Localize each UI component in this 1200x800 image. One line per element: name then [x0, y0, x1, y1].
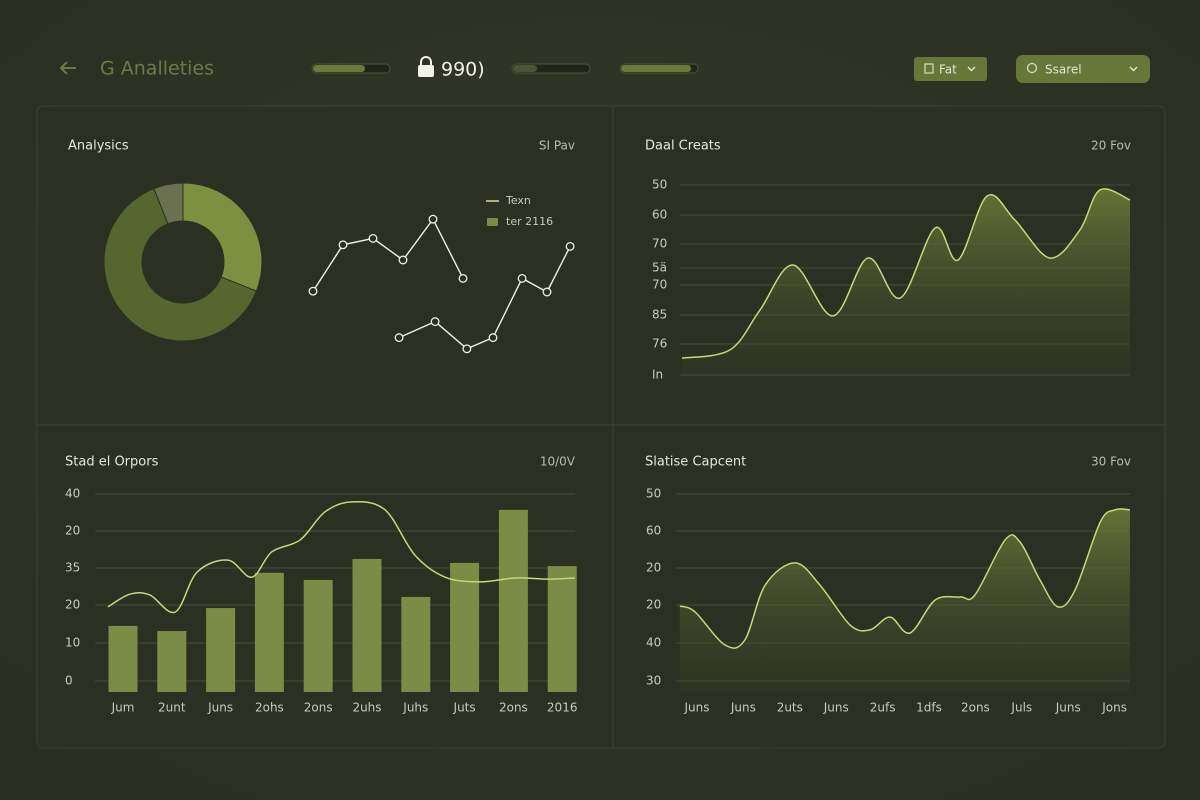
x-tick-label: 2unt — [158, 701, 186, 715]
lock-icon — [418, 56, 434, 77]
y-tick-label: 35 — [65, 561, 80, 575]
y-tick-label: 70 — [652, 278, 667, 292]
bar — [108, 625, 138, 692]
y-tick-label: 20 — [646, 598, 661, 612]
bar — [254, 572, 284, 692]
x-tick-label: Juns — [823, 701, 849, 715]
area-line — [679, 508, 1130, 649]
bar — [547, 566, 577, 692]
legend-label: ter 2116 — [506, 215, 553, 228]
area-fill — [679, 508, 1130, 692]
point — [565, 241, 575, 251]
y-tick-label: 20 — [65, 524, 80, 538]
y-tick-label: 20 — [646, 561, 661, 575]
panel-title: Slatise Capcent — [645, 455, 746, 470]
x-tick-label: 2ons — [304, 701, 333, 715]
panel-title: Analysics — [68, 139, 129, 154]
x-tick-label: Jum — [111, 701, 135, 715]
line — [107, 501, 575, 614]
y-tick-label: 10 — [65, 636, 80, 650]
point — [462, 344, 472, 354]
bar — [157, 631, 187, 692]
x-tick-label: Juns — [683, 701, 709, 715]
bar — [303, 579, 333, 692]
x-tick-label: 2ufs — [870, 701, 896, 715]
bar — [206, 608, 236, 692]
point — [517, 273, 527, 283]
x-tick-label: 2ons — [499, 701, 528, 715]
x-tick-label: Juhs — [402, 701, 428, 715]
y-tick-label: 40 — [646, 636, 661, 650]
panel-title: Daal Creats — [645, 139, 721, 154]
point — [338, 240, 348, 250]
y-tick-label: 40 — [65, 487, 80, 501]
panel-subtitle: 20 Fov — [1091, 139, 1131, 153]
x-tick-label: Juls — [1010, 701, 1032, 715]
x-tick-label: Juns — [730, 701, 756, 715]
x-tick-label: 2uhs — [352, 701, 381, 715]
x-tick-label: 2ohs — [255, 701, 284, 715]
y-tick-label: 70 — [652, 237, 667, 251]
point — [368, 233, 378, 243]
y-tick-label: 30 — [646, 674, 661, 688]
progress-fill — [621, 65, 691, 72]
panel-subtitle: SI Pav — [539, 139, 575, 153]
panel-subtitle: 10/0V — [540, 455, 576, 469]
back-arrow[interactable] — [59, 61, 76, 75]
search-label: Ssarel — [1045, 63, 1082, 77]
y-tick-label: 50 — [652, 178, 667, 192]
pie-slice — [103, 187, 258, 342]
status-text: 990) — [441, 59, 485, 81]
y-tick-label: 20 — [65, 598, 80, 612]
point — [428, 214, 438, 224]
point — [542, 287, 552, 297]
y-tick-label: 60 — [652, 208, 667, 222]
filter-label: Fat — [939, 63, 957, 77]
y-tick-label: 85 — [652, 308, 667, 322]
progress-fill — [513, 65, 537, 72]
y-tick-label: 76 — [652, 337, 667, 351]
panel-title: Stad el Orpors — [65, 455, 159, 470]
legend-swatch — [487, 218, 498, 226]
pie-slice — [182, 182, 263, 292]
point — [430, 317, 440, 327]
filter-button[interactable]: Fat — [914, 57, 987, 81]
bar — [498, 509, 528, 692]
line — [312, 217, 464, 292]
x-tick-label: Jons — [1101, 701, 1127, 715]
bar — [401, 596, 431, 692]
point — [308, 286, 318, 296]
y-tick-label: 50 — [646, 487, 661, 501]
area-line — [681, 188, 1131, 359]
pie-slice — [153, 182, 184, 225]
progress-fill — [313, 65, 365, 72]
x-tick-label: Juns — [207, 701, 233, 715]
y-tick-label: In — [652, 368, 663, 382]
x-tick-label: Juts — [453, 701, 476, 715]
point — [394, 333, 404, 343]
y-tick-label: 0 — [65, 674, 73, 688]
search-select[interactable]: Ssarel — [1016, 55, 1150, 83]
x-tick-label: Juns — [1055, 701, 1081, 715]
x-tick-label: 2ons — [961, 701, 990, 715]
x-tick-label: 1dfs — [916, 701, 942, 715]
bar — [450, 562, 480, 692]
area-fill — [682, 188, 1130, 375]
point — [488, 333, 498, 343]
y-tick-label: 5ä — [652, 261, 667, 275]
y-tick-label: 60 — [646, 524, 661, 538]
point — [458, 273, 468, 283]
panel-subtitle: 30 Fov — [1091, 455, 1131, 469]
x-tick-label: 2uts — [777, 701, 803, 715]
legend-label: Texn — [505, 194, 531, 207]
point — [398, 255, 408, 265]
app-title: G Analleties — [100, 58, 214, 80]
bar — [352, 558, 382, 692]
x-tick-label: 2016 — [547, 701, 578, 715]
